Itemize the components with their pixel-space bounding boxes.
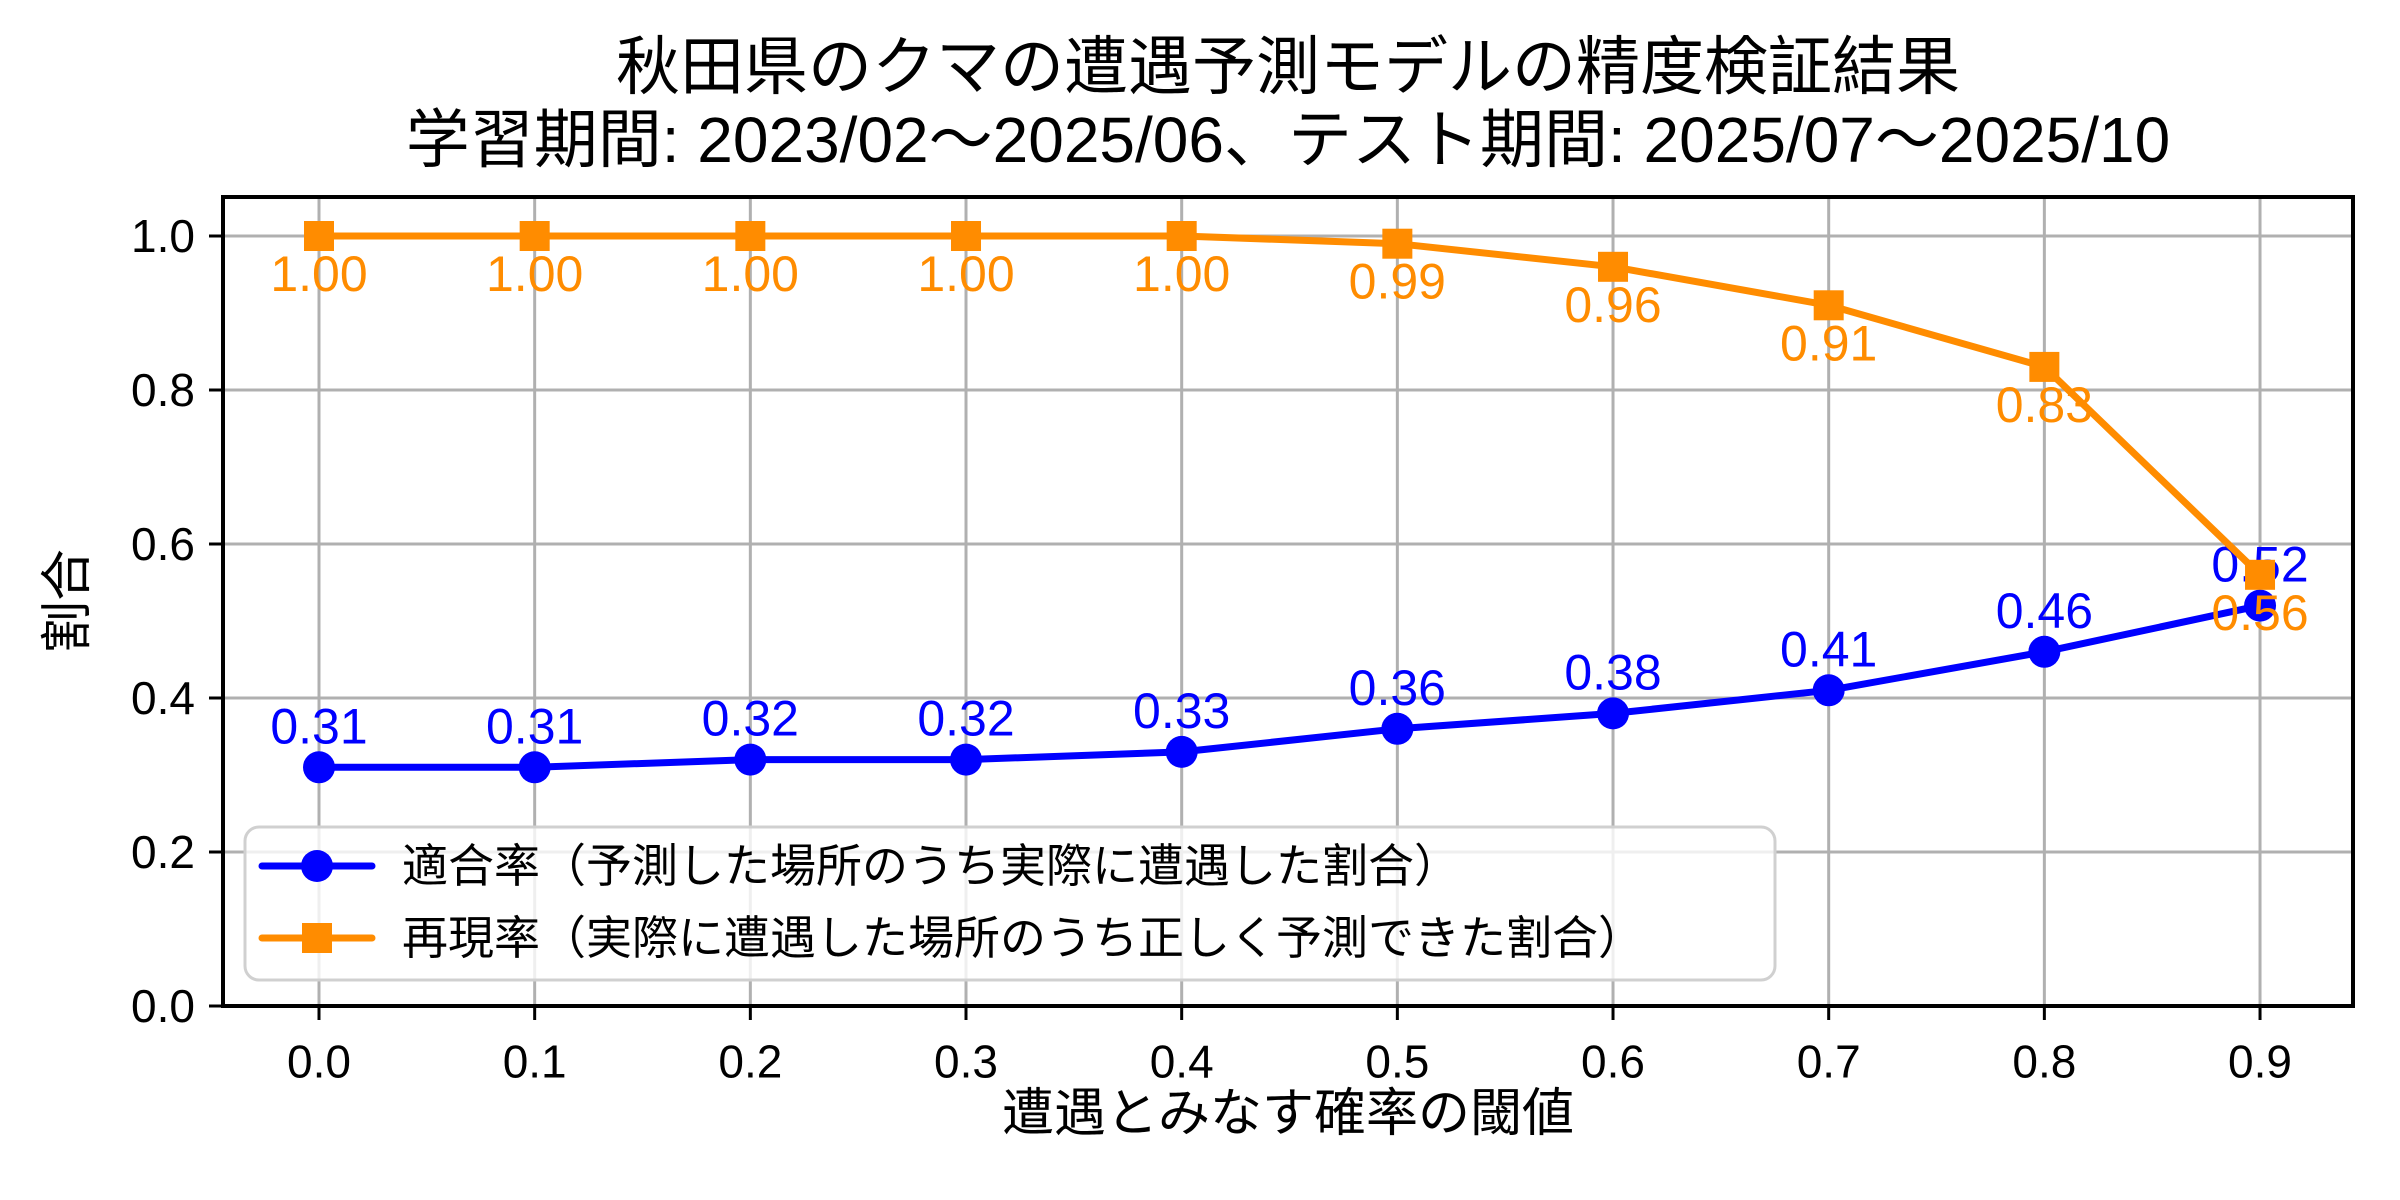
legend-label-precision: 適合率（予測した場所のうち実際に遭遇した割合） — [402, 840, 1460, 892]
precision-value-label: 0.32 — [917, 691, 1014, 747]
y-tick-label: 0.6 — [131, 518, 195, 570]
x-tick-label: 0.1 — [503, 1036, 567, 1088]
recall-value-label: 0.91 — [1780, 315, 1877, 371]
x-tick-label: 0.2 — [718, 1036, 782, 1088]
precision-value-label: 0.38 — [1564, 644, 1661, 700]
precision-marker — [1812, 674, 1845, 707]
y-tick-label: 0.8 — [131, 364, 195, 416]
precision-marker — [734, 743, 767, 776]
y-tick-label: 1.0 — [131, 210, 195, 262]
legend-marker-recall — [302, 923, 332, 953]
y-tick-label: 0.4 — [131, 672, 195, 724]
precision-marker — [2028, 635, 2061, 668]
recall-marker — [2029, 351, 2060, 382]
plot-border — [221, 195, 2355, 1008]
recall-value-label: 1.00 — [702, 246, 799, 302]
y-tick-label: 0.0 — [131, 980, 195, 1032]
precision-marker — [1165, 735, 1198, 768]
precision-value-label: 0.41 — [1780, 621, 1877, 677]
x-tick-label: 0.9 — [2228, 1036, 2292, 1088]
x-tick-label: 0.3 — [934, 1036, 998, 1088]
recall-value-label: 0.56 — [2211, 585, 2308, 641]
precision-marker — [2244, 589, 2277, 622]
chart-subtitle: 学習期間: 2023/02〜2025/06、テスト期間: 2025/07〜202… — [405, 104, 2171, 176]
recall-marker — [519, 221, 550, 251]
recall-value-label: 0.83 — [1996, 377, 2093, 433]
recall-marker — [1166, 221, 1197, 251]
precision-marker — [1381, 712, 1414, 745]
recall-value-label: 0.99 — [1349, 254, 1446, 310]
recall-marker — [1598, 251, 1629, 282]
recall-value-label: 1.00 — [917, 246, 1014, 302]
x-tick-label: 0.4 — [1150, 1036, 1214, 1088]
recall-marker — [735, 221, 766, 251]
recall-value-label: 1.00 — [1133, 246, 1230, 302]
precision-marker — [1597, 697, 1630, 730]
precision-marker — [950, 743, 983, 776]
precision-value-label: 0.46 — [1996, 583, 2093, 639]
recall-line — [315, 232, 2264, 579]
precision-value-label: 0.31 — [486, 698, 583, 754]
recall-value-label: 1.00 — [486, 246, 583, 302]
recall-marker — [951, 221, 982, 251]
legend-marker-precision — [301, 850, 333, 882]
precision-value-label: 0.33 — [1133, 683, 1230, 739]
recall-marker — [1813, 290, 1844, 321]
y-axis-label: 割合 — [39, 548, 97, 654]
chart-title: 秋田県のクマの遭遇予測モデルの精度検証結果 — [616, 31, 1960, 103]
recall-marker — [1382, 228, 1413, 259]
x-tick-label: 0.5 — [1365, 1036, 1429, 1088]
legend-box — [243, 825, 1777, 982]
x-axis-label: 遭遇とみなす確率の閾値 — [1001, 1085, 1574, 1143]
precision-value-label: 0.32 — [702, 691, 799, 747]
legend-label-recall: 再現率（実際に遭遇した場所のうち正しく予測できた割合） — [402, 912, 1644, 964]
x-tick-label: 0.0 — [287, 1036, 351, 1088]
recall-value-label: 0.96 — [1564, 277, 1661, 333]
legend: 適合率（予測した場所のうち実際に遭遇した割合） 再現率（実際に遭遇した場所のうち正… — [243, 825, 1777, 982]
x-tick-label: 0.8 — [2012, 1036, 2076, 1088]
precision-line — [315, 602, 2264, 771]
precision-marker — [518, 751, 551, 784]
precision-value-label: 0.36 — [1349, 660, 1446, 716]
y-tick-label: 0.2 — [131, 826, 195, 878]
x-tick-label: 0.6 — [1581, 1036, 1645, 1088]
recall-value-label: 1.00 — [270, 246, 367, 302]
recall-marker — [304, 221, 334, 251]
precision-marker — [303, 751, 335, 784]
precision-value-label: 0.31 — [270, 698, 367, 754]
recall-marker — [2245, 559, 2276, 590]
x-tick-label: 0.7 — [1797, 1036, 1861, 1088]
